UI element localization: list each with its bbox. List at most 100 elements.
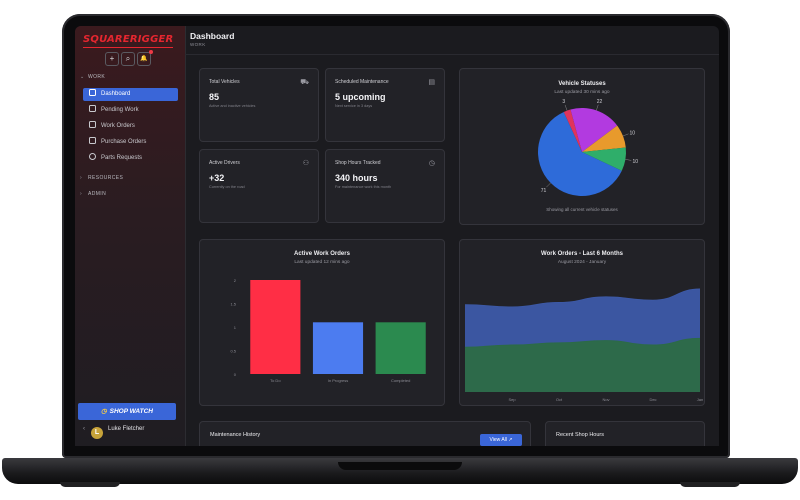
y-tick-label: 1.5 <box>230 302 236 307</box>
user-name: Luke Fletcher <box>108 426 145 432</box>
active-work-orders-card: Active Work Orders Last updated 12 mins … <box>199 239 445 406</box>
x-tick-label: Nov <box>602 397 609 402</box>
stopwatch-icon: ◷ <box>100 408 107 415</box>
stat-label: Shop Hours Tracked <box>335 160 381 166</box>
area-series-line <box>464 337 701 348</box>
work-orders-six-months-card: Work Orders - Last 6 Months August 2024 … <box>459 239 705 406</box>
pie-slice <box>582 147 626 171</box>
truck-icon: ⛟ <box>300 79 309 86</box>
bar <box>250 280 301 374</box>
logo: SQUARERIGGER <box>83 34 174 45</box>
pie-data-label: 10 <box>632 159 638 165</box>
bar <box>375 322 426 374</box>
x-tick-label: Dec <box>649 397 656 402</box>
breadcrumb: WORK <box>190 42 206 47</box>
x-tick-label: Completed <box>391 378 410 383</box>
laptop-foot-right <box>680 482 740 487</box>
pie-data-label: 3 <box>562 99 565 105</box>
sidebar-item-label: Pending Work <box>101 107 139 113</box>
pie-leader-line <box>625 159 632 161</box>
section-label: RESOURCES <box>88 175 124 181</box>
pie-leader-line <box>564 104 568 111</box>
chevron-down-icon: ⌄ <box>80 74 85 80</box>
x-tick-label: In Progress <box>328 378 348 383</box>
y-tick-label: 0 <box>234 372 237 377</box>
bar <box>312 322 364 374</box>
pie-leader-line <box>546 182 551 188</box>
chart-title: Work Orders - Last 6 Months <box>541 251 623 257</box>
sidebar: SQUARERIGGER + ⌕ 🔔 ⌄ WORK Dashboard Pendi… <box>75 26 186 446</box>
y-tick-label: 2 <box>234 278 237 283</box>
pie-slice <box>582 125 626 152</box>
y-tick-label: 1 <box>234 325 237 330</box>
x-tick-label: Oct <box>556 397 563 402</box>
avatar: L <box>91 427 103 439</box>
stat-desc: Next service in 3 days <box>335 104 373 108</box>
stat-value: 85 <box>209 92 220 102</box>
pie-leader-line <box>596 104 599 111</box>
chart-title: Vehicle Statuses <box>558 81 606 87</box>
user-profile[interactable]: ‹ L Luke Fletcher <box>83 426 144 439</box>
clipboard-icon: ▤ <box>428 79 435 86</box>
sidebar-item-pending-work[interactable]: Pending Work <box>83 104 178 117</box>
pie-slice <box>563 109 582 152</box>
maintenance-history-card: Maintenance History <box>199 421 531 446</box>
search-icon[interactable]: ⌕ <box>121 52 135 66</box>
x-tick-label: To Do <box>270 378 281 383</box>
sidebar-item-dashboard[interactable]: Dashboard <box>83 88 178 101</box>
x-tick-label: Sep <box>508 397 516 402</box>
chart-subtitle: August 2024 - January <box>557 260 607 265</box>
laptop-foot-left <box>60 482 120 487</box>
area-series-line <box>464 288 701 308</box>
sidebar-item-work-orders[interactable]: Work Orders <box>83 120 178 133</box>
bell-icon[interactable]: 🔔 <box>137 52 151 66</box>
chart-title: Active Work Orders <box>294 251 350 257</box>
chevron-right-icon: › <box>80 191 83 197</box>
area-series <box>465 338 700 392</box>
stat-label: Active Drivers <box>209 160 240 166</box>
pie-data-label: 10 <box>630 130 636 136</box>
section-label: WORK <box>88 74 106 80</box>
pie-leader-line <box>622 133 629 137</box>
x-tick-label: Jan <box>697 397 703 402</box>
pie-slice <box>538 111 622 196</box>
pie-data-label: 71 <box>541 188 547 194</box>
users-icon: ⚇ <box>302 160 309 167</box>
laptop-notch <box>338 462 462 470</box>
collapse-chevron-icon[interactable]: ‹ <box>83 426 85 432</box>
stat-value: 5 upcoming <box>335 92 386 102</box>
stat-card-active-drivers[interactable]: Active Drivers ⚇ +32 Currently on the ro… <box>199 149 319 223</box>
nav-section-resources[interactable]: › RESOURCES <box>80 175 123 181</box>
chart-subtitle: Last updated 12 mins ago <box>294 260 350 265</box>
page-header: Dashboard WORK <box>185 26 719 55</box>
app-screen: SQUARERIGGER + ⌕ 🔔 ⌄ WORK Dashboard Pendi… <box>75 26 719 446</box>
pie-data-label: 22 <box>597 99 603 105</box>
sidebar-item-label: Purchase Orders <box>101 139 147 145</box>
view-all-button[interactable]: View All ↗ <box>480 434 522 446</box>
stat-desc: Active and inactive vehicles <box>209 104 256 108</box>
sidebar-item-parts-requests[interactable]: Parts Requests <box>83 152 178 165</box>
nav-section-work[interactable]: ⌄ WORK <box>80 74 105 80</box>
sidebar-item-label: Dashboard <box>101 91 131 97</box>
card-title: Recent Shop Hours <box>556 432 604 438</box>
stat-desc: For maintenance work this month <box>335 185 392 189</box>
sidebar-item-label: Work Orders <box>101 123 135 129</box>
vehicle-statuses-card: Vehicle Statuses Last updated 30 mins ag… <box>459 68 705 225</box>
shop-watch-label: SHOP WATCH <box>109 408 153 415</box>
pending-icon <box>89 105 96 112</box>
bar-chart: 2 1.5 1 0.5 0 To Do In Progress Completed <box>230 278 426 383</box>
nav-section-admin[interactable]: › ADMIN <box>80 191 106 197</box>
stat-card-total-vehicles[interactable]: Total Vehicles ⛟ 85 Active and inactive … <box>199 68 319 142</box>
pie-slice <box>570 108 618 152</box>
plus-icon[interactable]: + <box>105 52 119 66</box>
chart-footer: Showing all current vehicle statuses <box>546 207 618 212</box>
dashboard-icon <box>89 89 96 96</box>
stat-value: 340 hours <box>335 173 378 183</box>
notification-dot <box>149 50 153 54</box>
sidebar-item-label: Parts Requests <box>101 155 143 161</box>
sidebar-item-purchase-orders[interactable]: Purchase Orders <box>83 136 178 149</box>
stat-card-scheduled-maintenance[interactable]: Scheduled Maintenance ▤ 5 upcoming Next … <box>325 68 445 142</box>
stat-card-shop-hours[interactable]: Shop Hours Tracked ◷ 340 hours For maint… <box>325 149 445 223</box>
shop-watch-button[interactable]: ◷ SHOP WATCH <box>78 403 176 420</box>
clock-icon: ◷ <box>428 160 435 167</box>
